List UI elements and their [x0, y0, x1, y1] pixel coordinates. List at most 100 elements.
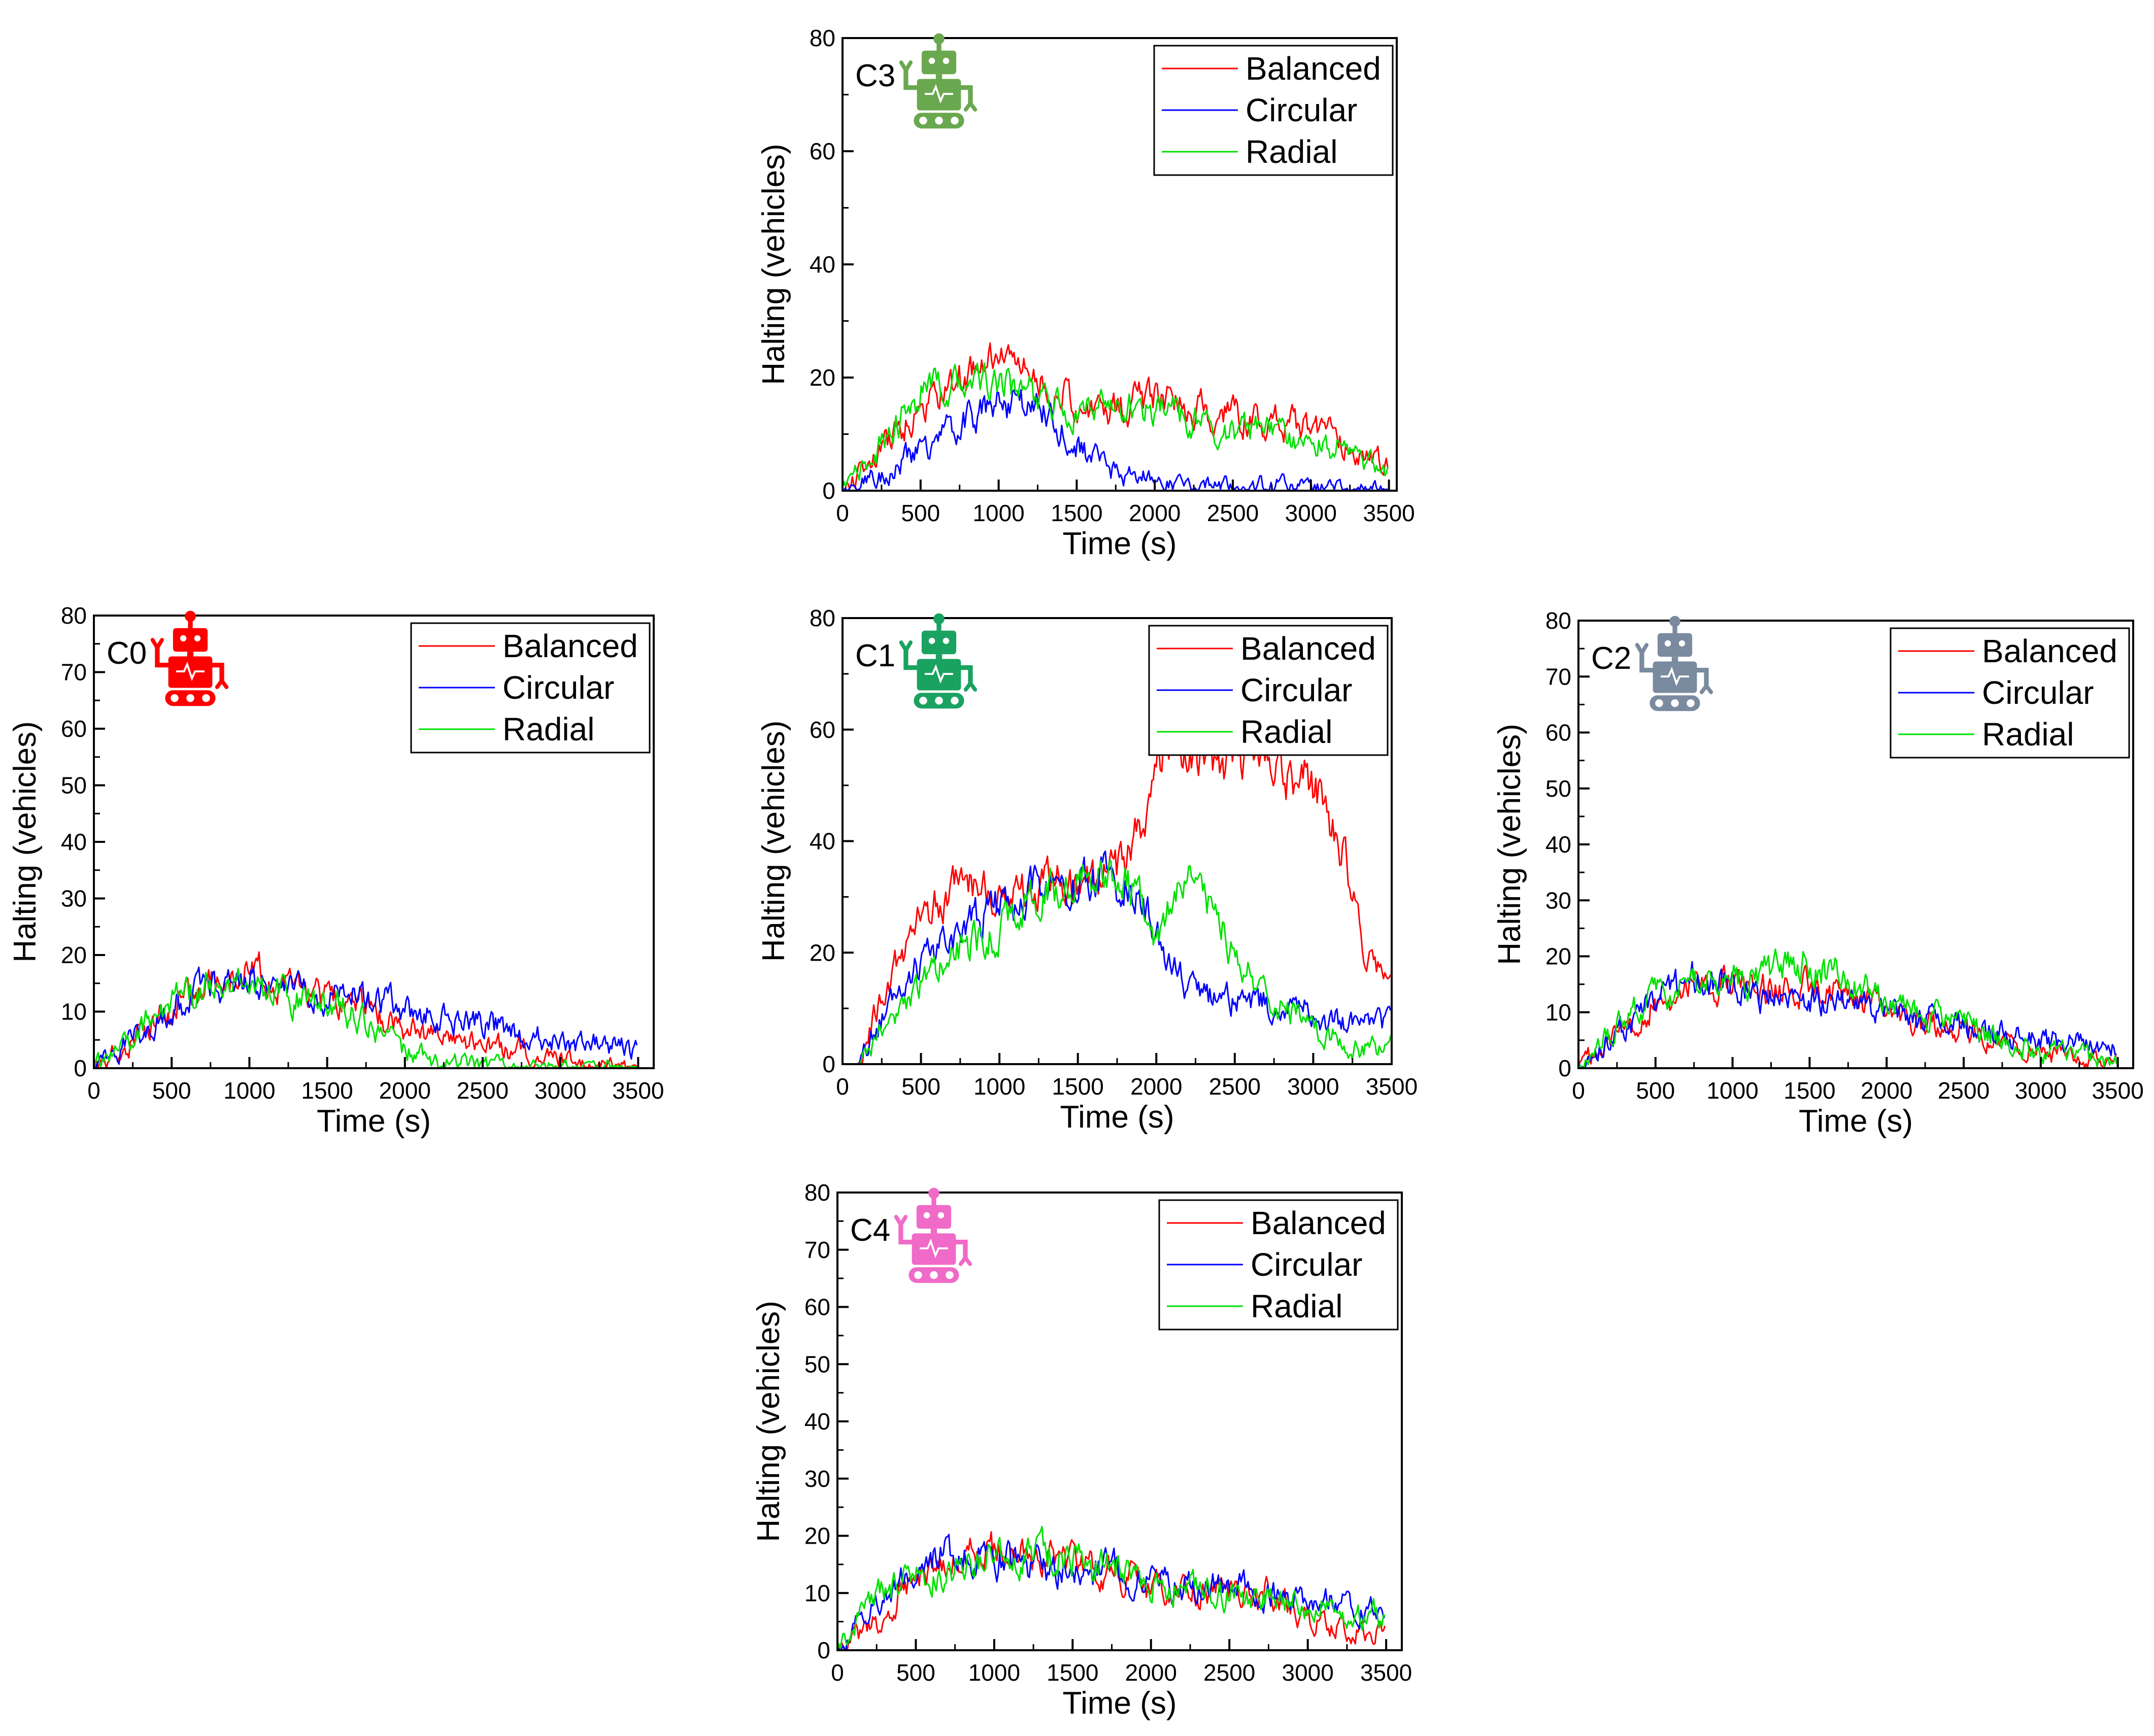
legend-label-balanced: Balanced	[1251, 1205, 1386, 1241]
legend: Balanced Circular Radial	[1148, 625, 1389, 756]
series-group	[857, 723, 1392, 1064]
x-tick-label: 0	[836, 1073, 849, 1100]
x-tick-label: 2500	[1207, 500, 1259, 526]
y-axis-label: Halting (vehicles)	[8, 721, 43, 963]
y-tick-label: 20	[810, 364, 835, 391]
y-tick-label: 80	[1545, 607, 1571, 634]
y-tick-label: 70	[804, 1237, 830, 1263]
series-line-circular	[843, 389, 1388, 491]
panel-label: C3	[855, 58, 895, 93]
y-tick-label: 40	[61, 829, 87, 855]
x-tick-label: 1500	[1051, 500, 1102, 526]
y-axis-label: Halting (vehicles)	[756, 144, 791, 385]
y-tick-label: 0	[74, 1055, 87, 1081]
x-tick-label: 1500	[1047, 1659, 1098, 1686]
y-tick-label: 0	[822, 1051, 835, 1077]
series-group	[94, 951, 638, 1068]
y-tick-label: 50	[804, 1351, 830, 1377]
series-line-radial	[837, 1525, 1386, 1650]
y-tick-label: 40	[810, 251, 835, 278]
x-tick-label: 2500	[1938, 1077, 1990, 1104]
x-tick-label: 1000	[968, 1659, 1020, 1686]
legend-label-circular: Circular	[1251, 1246, 1362, 1283]
x-tick-label: 2000	[379, 1077, 431, 1104]
legend-label-circular: Circular	[1240, 672, 1352, 708]
legend-label-circular: Circular	[1982, 674, 2094, 711]
x-axis-label: Time (s)	[1063, 526, 1177, 561]
y-tick-label: 10	[1545, 999, 1571, 1026]
x-tick-label: 0	[1572, 1077, 1585, 1104]
y-tick-label: 50	[1545, 775, 1571, 802]
x-tick-label: 3500	[1366, 1073, 1418, 1100]
x-tick-label: 3500	[1363, 500, 1415, 526]
x-tick-label: 1000	[1706, 1077, 1758, 1104]
panel-label: C1	[855, 638, 895, 673]
y-tick-label: 10	[61, 999, 87, 1025]
x-tick-label: 500	[152, 1077, 191, 1104]
panel-label: C4	[850, 1213, 890, 1248]
x-tick-label: 500	[901, 500, 940, 526]
x-tick-label: 1000	[223, 1077, 275, 1104]
y-tick-label: 40	[810, 828, 835, 855]
x-tick-label: 500	[1636, 1077, 1675, 1104]
series-line-balanced	[857, 723, 1392, 1064]
x-tick-label: 1000	[973, 1073, 1025, 1100]
y-axis-label: Halting (vehicles)	[1492, 724, 1527, 965]
series-line-circular	[94, 966, 638, 1068]
x-axis-label: Time (s)	[1063, 1686, 1177, 1721]
series-line-balanced	[1578, 964, 2117, 1068]
x-tick-label: 500	[896, 1659, 935, 1686]
legend: Balanced Circular Radial	[1158, 1199, 1399, 1331]
panel-label: C2	[1591, 641, 1631, 676]
y-tick-label: 0	[817, 1637, 830, 1663]
legend: Balanced Circular Radial	[410, 622, 651, 754]
robot-icon	[1635, 616, 1713, 711]
series-group	[1578, 948, 2117, 1068]
x-tick-label: 1500	[301, 1077, 353, 1104]
y-axis-label: Halting (vehicles)	[751, 1301, 786, 1542]
legend-label-balanced: Balanced	[1240, 630, 1376, 667]
x-tick-label: 0	[831, 1659, 844, 1686]
legend: Balanced Circular Radial	[1890, 627, 2130, 759]
y-tick-label: 80	[804, 1179, 830, 1206]
series-line-circular	[857, 850, 1392, 1064]
y-tick-label: 80	[61, 602, 87, 629]
y-tick-label: 80	[810, 25, 835, 51]
chart-panel-c2: 0 500 1000 1500 2000 2500 3000 3500 0 10 20 30 40 50 6…	[1492, 607, 2144, 1139]
y-tick-label: 60	[1545, 720, 1571, 746]
legend-label-balanced: Balanced	[502, 628, 638, 664]
legend-label-circular: Circular	[502, 669, 614, 706]
x-tick-label: 2500	[1203, 1659, 1255, 1686]
legend-label-radial: Radial	[1251, 1288, 1342, 1324]
robot-icon	[899, 613, 978, 709]
chart-panel-c4: 0 500 1000 1500 2000 2500 3000 3500 0 10 20 30 40 50 6…	[751, 1179, 1412, 1721]
series-line-radial	[843, 362, 1389, 488]
y-tick-label: 20	[804, 1523, 830, 1549]
series-line-radial	[858, 860, 1392, 1064]
x-tick-label: 3000	[1285, 500, 1337, 526]
y-tick-label: 80	[810, 605, 835, 631]
x-tick-label: 2500	[1209, 1073, 1261, 1100]
y-tick-label: 20	[1545, 943, 1571, 970]
y-tick-label: 20	[61, 942, 87, 968]
y-tick-label: 60	[804, 1294, 830, 1320]
y-tick-label: 30	[61, 886, 87, 912]
x-tick-label: 3500	[612, 1077, 664, 1104]
y-tick-label: 40	[1545, 831, 1571, 858]
legend-label-balanced: Balanced	[1982, 633, 2117, 669]
x-tick-label: 1500	[1052, 1073, 1104, 1100]
y-axis-label: Halting (vehicles)	[756, 721, 791, 962]
series-group	[837, 1525, 1386, 1650]
x-tick-label: 3500	[2092, 1077, 2143, 1104]
y-tick-label: 60	[810, 138, 835, 164]
y-tick-label: 70	[1545, 663, 1571, 690]
legend-label-circular: Circular	[1246, 92, 1357, 128]
x-tick-label: 1500	[1783, 1077, 1835, 1104]
x-tick-label: 3000	[1287, 1073, 1339, 1100]
legend-label-radial: Radial	[1246, 133, 1337, 170]
chart-panel-c3: 0 500 1000 1500 2000 2500 3000 3500 0 20 40 60 80 Tim…	[756, 25, 1415, 561]
y-tick-label: 10	[804, 1580, 830, 1606]
chart-panel-c0: 0 500 1000 1500 2000 2500 3000 3500 0 10 20 30 40 50 6…	[8, 602, 664, 1139]
x-tick-label: 0	[836, 500, 849, 526]
series-line-balanced	[837, 1531, 1386, 1650]
